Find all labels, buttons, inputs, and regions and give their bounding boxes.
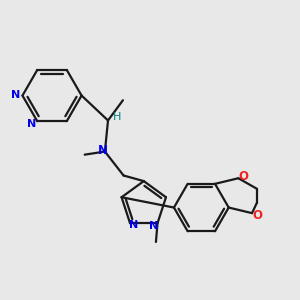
Text: N: N xyxy=(129,220,138,230)
Text: N: N xyxy=(11,90,20,100)
Text: O: O xyxy=(252,208,262,221)
Text: H: H xyxy=(112,112,121,122)
Text: O: O xyxy=(238,170,248,183)
Text: N: N xyxy=(149,221,158,231)
Text: N: N xyxy=(27,118,36,129)
Text: N: N xyxy=(98,143,108,157)
